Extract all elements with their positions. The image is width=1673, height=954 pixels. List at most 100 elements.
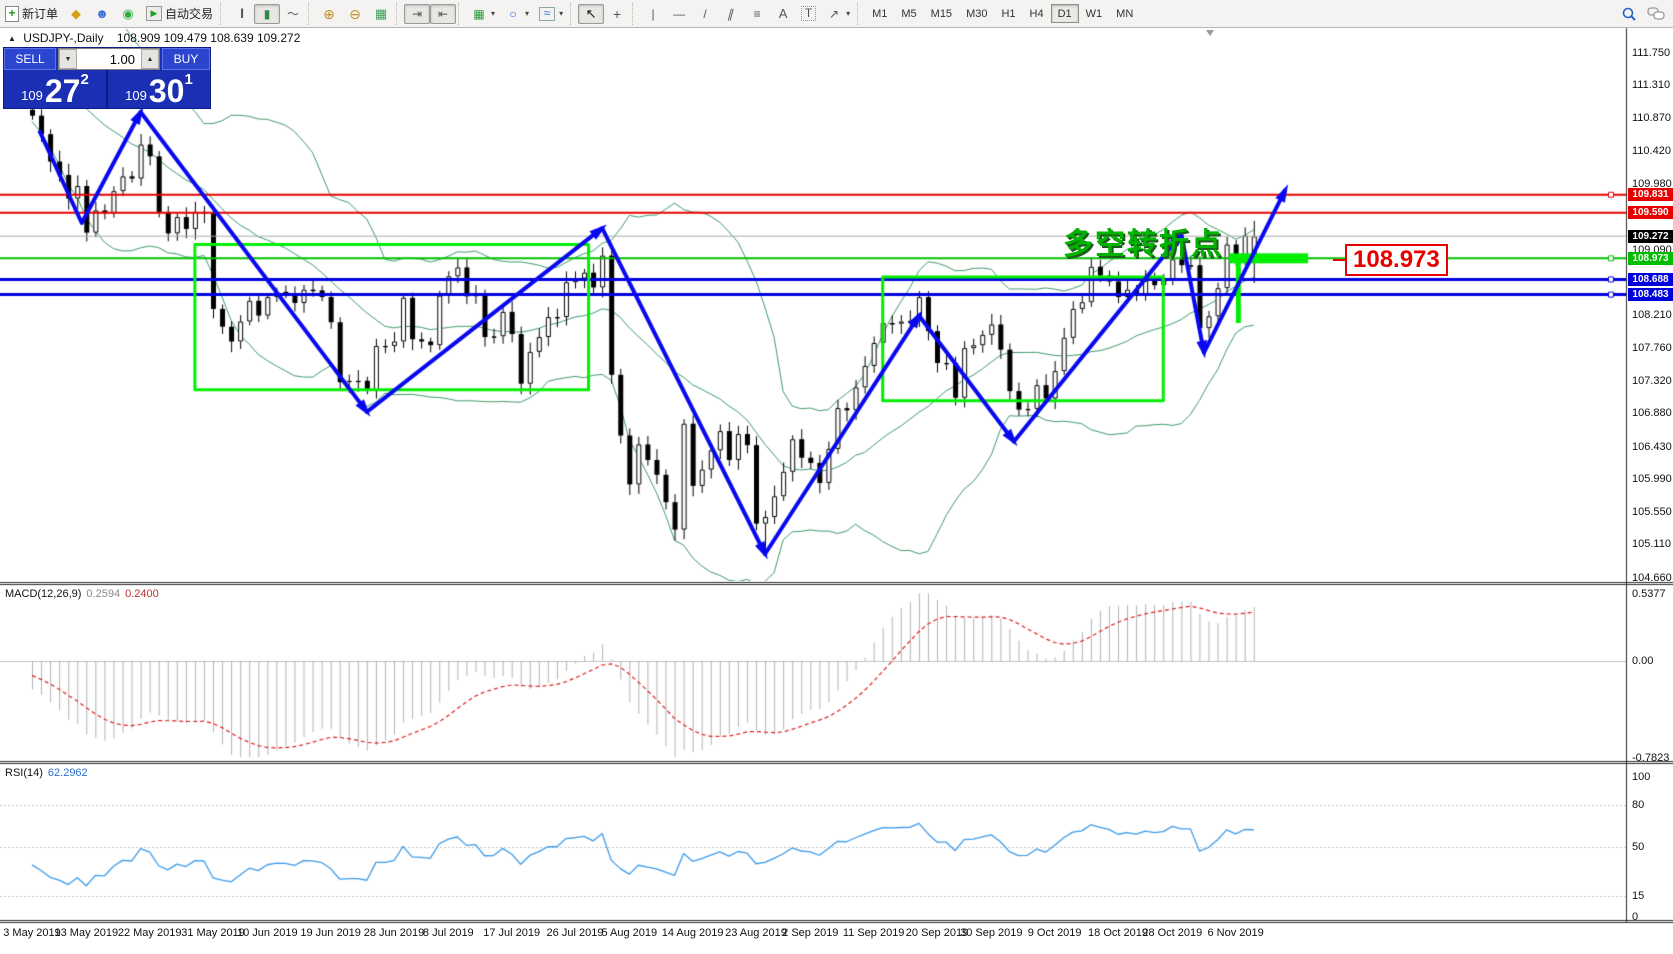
- price-axis-tick: 111.310: [1632, 79, 1671, 92]
- hline-price-tag-green: 108.973: [1628, 251, 1673, 265]
- profiles-button[interactable]: ○ ▾: [500, 4, 534, 24]
- autoscroll-button[interactable]: ⇥: [404, 3, 431, 24]
- chevron-down-icon: ▾: [846, 9, 851, 18]
- macd-scale-min: -0.7823: [1632, 752, 1670, 765]
- tab-timeframe-m30[interactable]: M30: [966, 8, 988, 20]
- date-axis-label: 6 Nov 2019: [1207, 927, 1264, 939]
- date-axis-label: 30 Sep 2019: [960, 927, 1023, 939]
- horizontal-line-icon: —: [673, 6, 686, 21]
- date-axis-label: 23 Aug 2019: [725, 927, 787, 939]
- market-icon: ◆: [71, 5, 82, 21]
- tile-windows-button[interactable]: ▦: [368, 4, 394, 24]
- sell-price-display[interactable]: 109 27 2: [4, 70, 108, 108]
- hline-price-tag-blue-lower: 108.483: [1628, 288, 1673, 302]
- zoom-in-button[interactable]: ⊕: [316, 4, 342, 24]
- hline-price-tag-blue-upper: 108.688: [1628, 272, 1673, 286]
- vline-tool-button[interactable]: |: [640, 4, 666, 24]
- label-tool-button[interactable]: T: [796, 4, 821, 24]
- price-axis-tick: 111.750: [1632, 46, 1671, 59]
- search-icon[interactable]: [1621, 6, 1637, 22]
- date-axis-label: 20 Sep 2019: [905, 927, 969, 939]
- tab-timeframe-mn[interactable]: MN: [1116, 8, 1134, 20]
- text-label-icon: T: [801, 6, 817, 21]
- turning-point-annotation: 多空转折点: [1063, 228, 1223, 261]
- crosshair-tool-button[interactable]: +: [604, 4, 630, 24]
- new-order-button[interactable]: + 新订单: [0, 4, 63, 24]
- toolbar-separator: [220, 2, 226, 25]
- price-axis-tick: 107.320: [1632, 374, 1672, 387]
- price-axis-tick: 105.110: [1632, 538, 1671, 551]
- chart-symbol-period: USDJPY-,Daily: [23, 31, 104, 45]
- chart-shift-button[interactable]: ⇤: [430, 3, 457, 24]
- tab-timeframe-m1[interactable]: M1: [872, 8, 888, 20]
- tab-timeframe-h4[interactable]: H4: [1029, 8, 1044, 20]
- volume-increase-button[interactable]: ▲: [141, 49, 159, 69]
- indicators-button[interactable]: ≈ ▾: [534, 4, 568, 24]
- cursor-tool-button[interactable]: ↖: [578, 3, 605, 24]
- fibonacci-icon: ≡: [753, 6, 761, 21]
- autotrade-label: 自动交易: [165, 7, 214, 21]
- macd-scale-max: 0.5377: [1632, 588, 1666, 601]
- toolbar-separator: [458, 2, 464, 25]
- macd-value-signal: 0.2400: [125, 588, 159, 600]
- candlestick-chart-button[interactable]: ▮: [254, 3, 281, 24]
- macd-scale-zero: 0.00: [1632, 655, 1654, 667]
- price-axis-tick: 106.430: [1632, 440, 1672, 453]
- date-axis-label: 17 Jul 2019: [483, 927, 541, 939]
- macd-indicator-label: MACD(12,26,9) 0.2594 0.2400: [5, 588, 159, 600]
- current-price-tag: 109.272: [1628, 229, 1673, 243]
- new-order-icon: +: [5, 5, 19, 22]
- volume-decrease-button[interactable]: ▼: [59, 49, 77, 69]
- channel-tool-button[interactable]: ∥: [718, 4, 744, 24]
- collapse-arrow-icon[interactable]: ▲: [8, 34, 16, 43]
- rsi-scale-label: 15: [1632, 890, 1645, 902]
- date-axis-label: 31 May 2019: [181, 927, 245, 939]
- date-axis-label: 28 Jun 2019: [363, 927, 425, 939]
- community-button[interactable]: ☻: [89, 4, 115, 24]
- price-axis-tick: 105.990: [1632, 473, 1672, 486]
- tab-timeframe-w1[interactable]: W1: [1085, 8, 1103, 20]
- arrows-tool-button[interactable]: ↗ ▾: [821, 4, 855, 24]
- line-chart-button[interactable]: ～: [280, 4, 306, 24]
- trendline-tool-button[interactable]: /: [692, 4, 718, 24]
- price-axis-tick: 108.210: [1632, 308, 1672, 321]
- date-axis-label: 13 May 2019: [54, 927, 119, 939]
- macd-value-main: 0.2594: [86, 588, 121, 600]
- chat-icon[interactable]: [1647, 6, 1665, 22]
- fibonacci-tool-button[interactable]: ≡: [744, 4, 770, 24]
- zoom-out-button[interactable]: ⊖: [342, 4, 368, 24]
- date-axis-label: 8 Jul 2019: [422, 927, 474, 939]
- price-axis-tick: 107.760: [1632, 342, 1672, 355]
- price-axis-tick: 106.880: [1632, 407, 1672, 420]
- tab-timeframe-d1[interactable]: D1: [1050, 4, 1079, 23]
- market-button[interactable]: ◆: [63, 4, 89, 24]
- new-order-label: 新订单: [22, 7, 59, 21]
- indicators-icon: ≈: [539, 6, 556, 21]
- one-click-trading-panel: SELL ▼ ▲ BUY 109 27 2 109 30 1: [3, 47, 211, 109]
- bar-chart-button[interactable]: |||: [228, 4, 254, 24]
- chevron-down-icon: ▾: [525, 9, 530, 18]
- tab-timeframe-m5[interactable]: M5: [901, 8, 917, 20]
- volume-input[interactable]: [77, 49, 141, 69]
- tab-timeframe-m15[interactable]: M15: [930, 8, 953, 20]
- date-axis-label: 10 Jun 2019: [237, 927, 298, 939]
- buy-price-display[interactable]: 109 30 1: [108, 70, 210, 108]
- sell-price-big: 27: [44, 73, 81, 109]
- signals-button[interactable]: ◉: [115, 4, 141, 24]
- chart-shift-marker[interactable]: [1206, 30, 1214, 36]
- new-chart-button[interactable]: ▦ ▾: [466, 4, 500, 24]
- date-axis-label: 26 Jul 2019: [546, 927, 604, 939]
- sell-button[interactable]: SELL: [4, 48, 56, 70]
- buy-button[interactable]: BUY: [162, 48, 210, 70]
- tab-timeframe-h1[interactable]: H1: [1001, 8, 1016, 20]
- text-tool-button[interactable]: A: [770, 4, 796, 24]
- trendline-icon: /: [703, 6, 707, 21]
- autotrade-button[interactable]: ▶ 自动交易: [141, 4, 218, 24]
- chart-ohlc-values: 108.909 109.479 108.639 109.272: [116, 31, 301, 45]
- zoom-out-icon: ⊖: [349, 5, 361, 22]
- community-icon: ☻: [95, 5, 109, 21]
- hline-tool-button[interactable]: —: [666, 4, 692, 24]
- volume-stepper: ▼ ▲: [58, 48, 160, 70]
